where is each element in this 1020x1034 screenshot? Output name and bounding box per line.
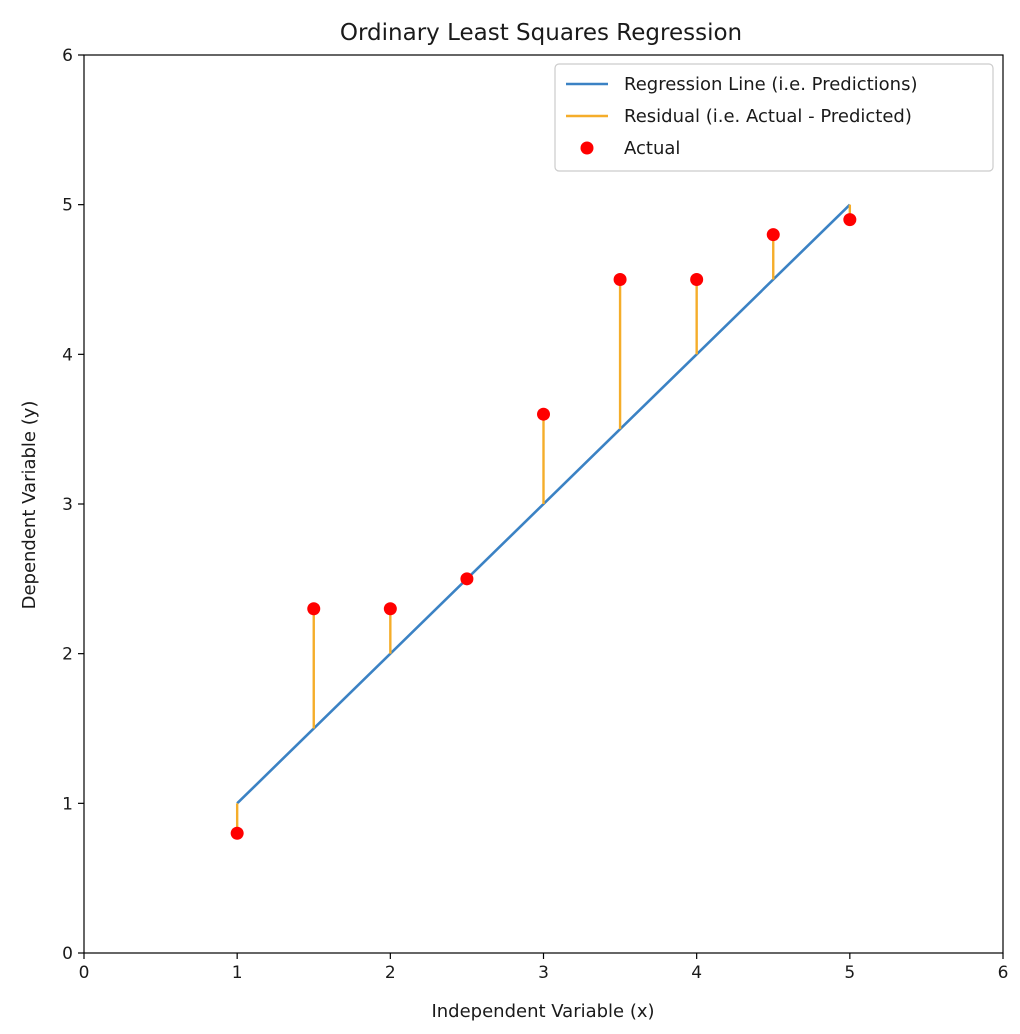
actual-point <box>230 826 244 840</box>
y-tick-label: 0 <box>62 944 73 964</box>
y-tick-label: 3 <box>62 495 73 515</box>
legend-frame <box>554 63 994 172</box>
actual-point <box>613 273 627 286</box>
actual-point <box>766 228 780 242</box>
actual-point <box>383 602 397 616</box>
legend-label: Residual (i.e. Actual - Predicted) <box>624 106 912 127</box>
actual-point <box>307 602 321 616</box>
x-tick-label: 5 <box>844 963 855 983</box>
actual-point <box>537 407 550 421</box>
legend-items: Regression Line (i.e. Predictions) Residu… <box>566 74 918 159</box>
y-tick-label: 6 <box>62 46 73 66</box>
x-tick-label: 0 <box>79 963 90 983</box>
x-tick-label: 2 <box>385 963 396 983</box>
plot-area <box>230 203 857 840</box>
x-axis-label: Independent Variable (x) <box>431 1001 654 1022</box>
actual-point <box>843 213 857 227</box>
chart-title: Ordinary Least Squares Regression <box>340 20 742 46</box>
legend: Regression Line (i.e. Predictions) Residu… <box>554 63 994 172</box>
legend-dot-swatch <box>580 141 594 155</box>
y-tick-label: 1 <box>62 794 73 814</box>
x-tick-label: 6 <box>998 963 1009 983</box>
axis-ticks: 0 1 2 3 4 5 6 0 1 2 3 4 5 6 <box>62 46 1008 983</box>
x-tick-label: 1 <box>232 963 243 983</box>
actual-point <box>690 273 704 286</box>
y-axis-label: Dependent Variable (y) <box>19 401 40 610</box>
y-tick-label: 2 <box>62 645 73 665</box>
x-tick-label: 4 <box>691 963 702 983</box>
plot-frame <box>83 54 1004 954</box>
x-tick-label: 3 <box>538 963 549 983</box>
legend-label: Actual <box>624 138 680 159</box>
actual-point <box>460 572 474 586</box>
y-tick-label: 5 <box>62 196 73 216</box>
legend-label: Regression Line (i.e. Predictions) <box>624 74 918 95</box>
y-tick-label: 4 <box>62 345 73 365</box>
